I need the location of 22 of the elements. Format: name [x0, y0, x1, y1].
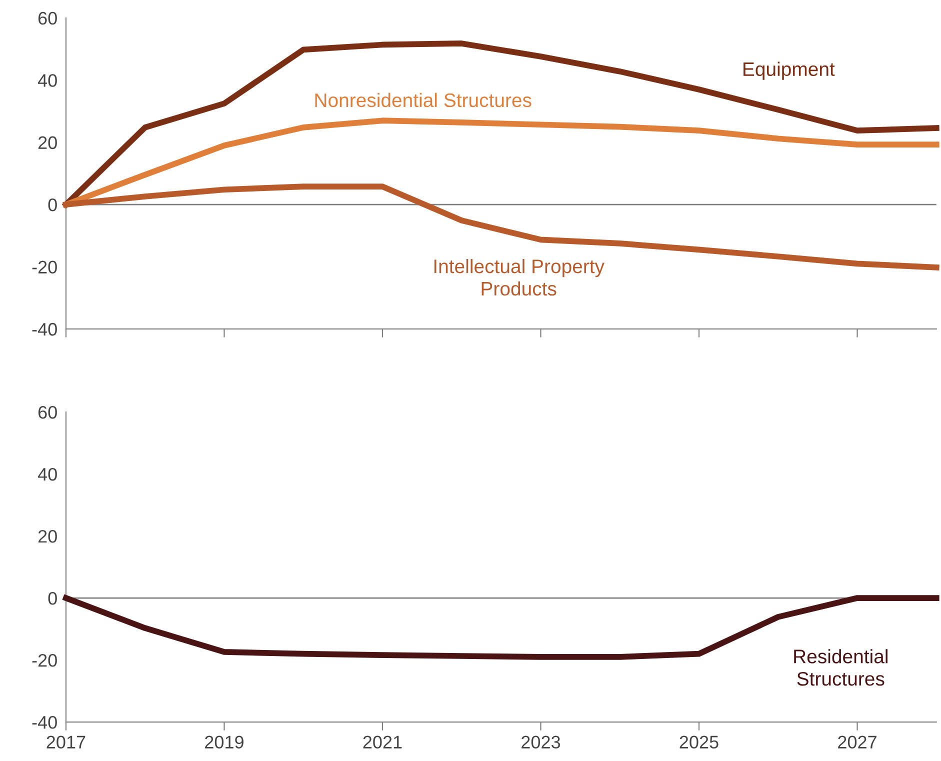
series-label: Equipment — [744, 62, 835, 80]
x-tick-label: 2019 — [205, 736, 244, 748]
y-tick-label: -20 — [32, 654, 57, 667]
y-tick-label: 40 — [38, 468, 57, 481]
y-tick-label: 20 — [38, 530, 57, 543]
y-tick-label: 20 — [38, 136, 57, 150]
y-tick-label: 0 — [48, 198, 57, 212]
x-tick-label: 2027 — [838, 736, 876, 748]
series-label: Intellectual Property Products — [434, 258, 604, 296]
y-tick-label: -40 — [32, 716, 57, 729]
x-tick-label: 2021 — [363, 736, 402, 748]
y-tick-label: 60 — [38, 406, 57, 419]
y-tick-label: -20 — [32, 260, 57, 274]
y-tick-label: 0 — [48, 592, 57, 605]
y-tick-label: -40 — [32, 322, 57, 336]
y-tick-label: 40 — [38, 74, 57, 87]
series-label: Residential Structures — [794, 649, 888, 686]
x-tick-label: 2025 — [680, 736, 718, 748]
y-tick-label: 60 — [38, 12, 57, 25]
x-tick-label: 2017 — [46, 736, 86, 748]
series-label: Nonresidential Structures — [315, 92, 532, 108]
x-tick-label: 2023 — [522, 736, 560, 748]
